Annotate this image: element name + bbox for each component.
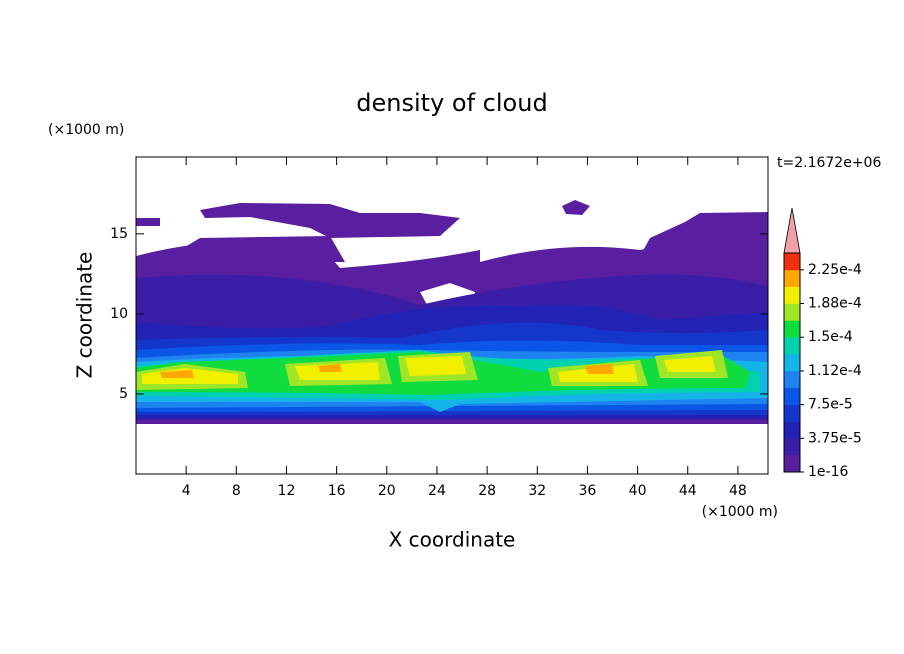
x-tick-label: 20 [378,483,396,499]
colorbar-band [784,455,800,473]
colorbar-band [784,269,800,287]
y-axis-label: Z coordinate [73,252,97,379]
x-tick-label: 40 [629,483,647,499]
colorbar-frame [783,252,801,473]
colorbar-band [784,320,800,338]
colorbar-tick-label: 7.5e-5 [808,397,853,413]
colorbar-band [784,303,800,321]
colorbar-band [784,370,800,389]
colorbar-tick-label: 1.5e-4 [808,329,853,345]
colorbar-tick-label: 1e-16 [808,464,848,480]
colorbar-band [784,438,800,456]
colorbar-band [784,286,800,304]
contour-field [136,200,768,424]
x-tick-label: 28 [478,483,496,499]
x-tick-label: 24 [428,483,446,499]
y-tick-label: 15 [110,226,128,242]
colorbar-extend [783,207,801,254]
chart-title: density of cloud [356,89,547,117]
y-unit: (×1000 m) [48,122,124,138]
x-tick-label: 48 [729,483,747,499]
x-tick-label: 32 [528,483,546,499]
colorbar-tick-label: 2.25e-4 [808,262,862,278]
x-tick-label: 44 [679,483,697,499]
colorbar-band [784,253,800,271]
colorbar-band [784,404,800,422]
y-tick-label: 5 [119,386,128,402]
x-tick-label: 4 [182,483,191,499]
colorbar-band [784,354,800,372]
time-annotation: t=2.1672e+06 [777,155,881,171]
x-tick-label: 16 [328,483,346,499]
x-tick-label: 36 [579,483,597,499]
colorbar-band [784,421,800,439]
x-tick-label: 12 [278,483,296,499]
x-unit: (×1000 m) [702,504,778,520]
plot-frame [135,156,769,475]
colorbar-band [784,387,800,405]
y-tick-label: 10 [110,306,128,322]
colorbar-band [784,337,800,355]
colorbar-tick-label: 1.12e-4 [808,363,862,379]
colorbar-tick-label: 1.88e-4 [808,296,862,312]
x-tick-label: 8 [232,483,241,499]
colorbar-tick-label: 3.75e-5 [808,430,862,446]
x-axis-label: X coordinate [389,528,516,552]
